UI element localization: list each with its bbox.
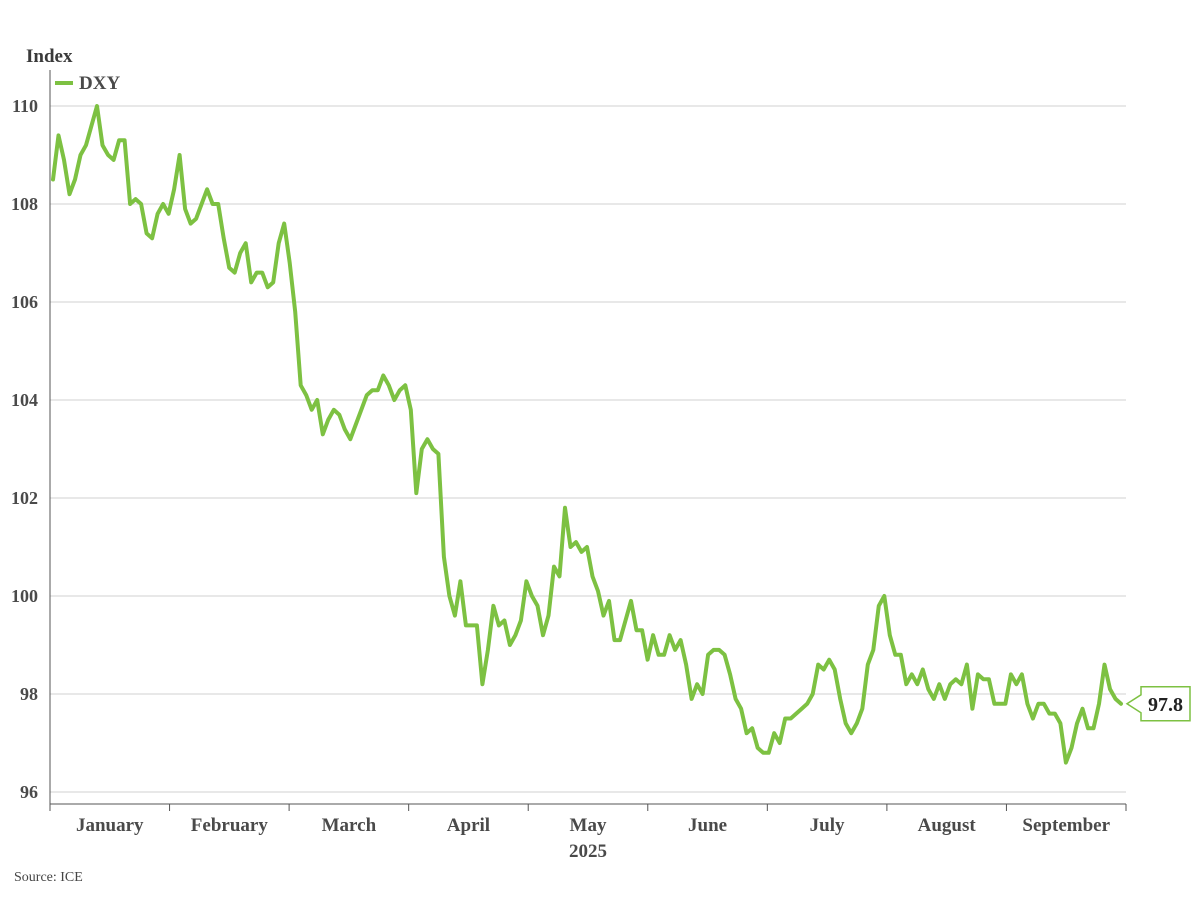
x-tick-label-february: February bbox=[191, 815, 269, 836]
x-tick-label-september: September bbox=[1022, 815, 1110, 836]
callout-value: 97.8 bbox=[1148, 694, 1183, 716]
last-value-callout: 97.8 bbox=[1125, 686, 1191, 722]
x-tick-label-august: August bbox=[918, 815, 977, 836]
y-tick-label-96: 96 bbox=[20, 782, 38, 802]
y-axis-title: Index bbox=[26, 46, 73, 67]
x-tick-label-june: June bbox=[688, 815, 727, 836]
x-tick-label-january: January bbox=[76, 815, 144, 836]
source-note: Source: ICE bbox=[14, 870, 83, 885]
y-tick-label-102: 102 bbox=[11, 488, 38, 508]
x-axis: January February March April May June July Augu… bbox=[49, 70, 1127, 836]
y-tick-label-106: 106 bbox=[11, 292, 38, 312]
y-tick-label-98: 98 bbox=[20, 684, 38, 704]
y-tick-label-108: 108 bbox=[11, 194, 38, 214]
gridlines bbox=[50, 105, 1126, 793]
x-tick-label-may: May bbox=[570, 815, 607, 836]
x-axis-year-label: 2025 bbox=[569, 841, 607, 862]
y-tick-label-104: 104 bbox=[11, 390, 38, 410]
x-tick-label-july: July bbox=[810, 815, 845, 836]
x-tick-label-march: March bbox=[322, 815, 377, 836]
y-tick-label-110: 110 bbox=[12, 96, 38, 116]
y-tick-label-100: 100 bbox=[11, 586, 38, 606]
y-axis-ticks: 96 98 100 102 104 106 108 110 bbox=[11, 96, 38, 802]
x-tick-label-april: April bbox=[447, 815, 490, 836]
legend-label-dxy: DXY bbox=[79, 73, 120, 94]
series-layer bbox=[51, 104, 1123, 765]
callout-box bbox=[1125, 686, 1191, 722]
legend: DXY bbox=[55, 73, 120, 94]
series-line-dxy bbox=[51, 104, 1123, 765]
